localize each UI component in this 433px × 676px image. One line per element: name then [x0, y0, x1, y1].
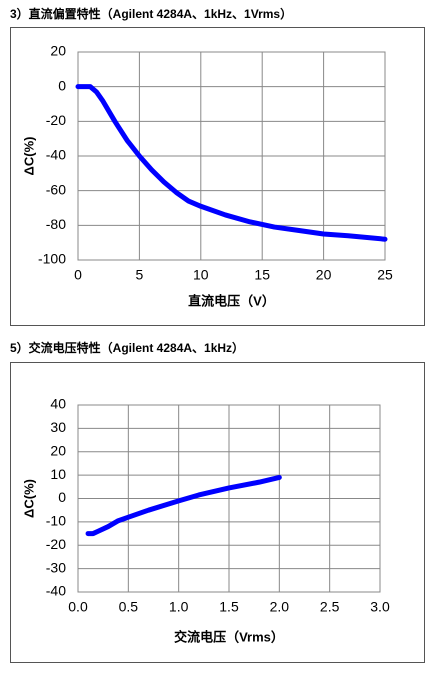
x-tick-label: 2.5	[320, 599, 340, 615]
data-line	[75, 84, 388, 242]
x-tick-label: 2.0	[270, 599, 290, 615]
y-axis-label: ΔC(%)	[21, 137, 36, 176]
x-axis-label: 交流电压（Vrms）	[174, 629, 284, 644]
x-tick-label: 0.0	[68, 599, 88, 615]
x-tick-label: 10	[193, 267, 209, 283]
x-tick-label: 1.0	[169, 599, 189, 615]
y-axis-label: ΔC(%)	[21, 479, 36, 518]
y-tick-label: -80	[46, 216, 66, 232]
y-tick-label: -40	[46, 147, 66, 163]
y-tick-label: 30	[50, 419, 66, 435]
y-tick-label: 40	[50, 396, 66, 412]
y-tick-label: -60	[46, 181, 66, 197]
y-tick-label: -30	[46, 559, 66, 575]
chart-title: 3）直流偏置特性（Agilent 4284A、1kHz、1Vrms）	[10, 6, 292, 21]
x-tick-label: 5	[136, 267, 144, 283]
x-tick-label: 15	[254, 267, 270, 283]
data-line	[85, 474, 282, 537]
x-tick-label: 0	[74, 267, 82, 283]
y-tick-label: 0	[58, 489, 66, 505]
x-axis-label: 直流电压（V）	[188, 293, 275, 308]
chart-title: 5）交流电压特性（Agilent 4284A、1kHz）	[10, 340, 244, 355]
y-tick-label: -100	[38, 251, 66, 267]
y-tick-label: -20	[46, 536, 66, 552]
x-tick-label: 25	[377, 267, 393, 283]
x-tick-label: 0.5	[119, 599, 139, 615]
panel	[10, 362, 425, 663]
x-tick-label: 20	[316, 267, 332, 283]
y-tick-label: -10	[46, 513, 66, 529]
panel	[10, 27, 425, 326]
x-tick-label: 1.5	[219, 599, 239, 615]
y-tick-label: -40	[46, 583, 66, 599]
y-tick-label: 10	[50, 466, 66, 482]
y-tick-label: -20	[46, 112, 66, 128]
y-tick-label: 0	[58, 77, 66, 93]
y-tick-label: 20	[50, 442, 66, 458]
y-tick-label: 20	[50, 43, 66, 59]
x-tick-label: 3.0	[370, 599, 390, 615]
